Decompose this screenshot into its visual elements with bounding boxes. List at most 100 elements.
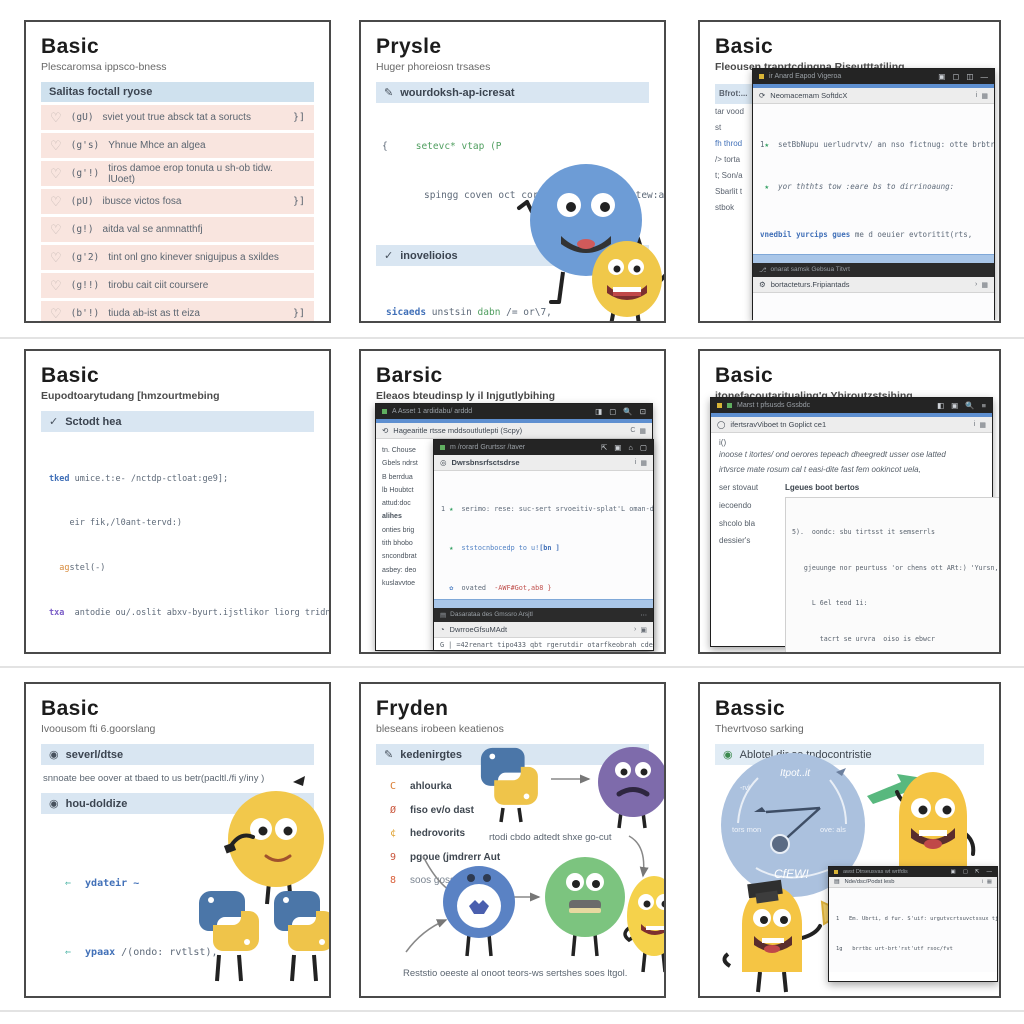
list-item[interactable]: ♡ (pU) ibusce victos fosa }] xyxy=(41,189,314,215)
heart-icon[interactable]: ♡ xyxy=(50,250,62,266)
maximize-icon[interactable]: ▢ xyxy=(952,72,960,81)
list-item[interactable]: ♡ (g's) Yhnue Mhce an algea xyxy=(41,133,314,159)
copy-icon[interactable]: ▣ xyxy=(614,443,622,452)
card-fryden: Fryden bleseans irobeen keatienos ✎ kede… xyxy=(359,682,666,998)
section-header-label: Sctodt hea xyxy=(65,415,122,428)
info-icon[interactable]: i xyxy=(981,879,983,885)
minimize-icon[interactable]: ▣ xyxy=(938,72,946,81)
code-editor-secondary[interactable]: ★ anoodbe, root fteds co altis d noont o… xyxy=(753,293,994,321)
list-item[interactable]: ♡ (g'!) tiros damoe erop tonuta u sh-ob … xyxy=(41,161,314,187)
heart-icon[interactable]: ♡ xyxy=(50,278,62,294)
toolbar-label: ifertsravViboet tn Goplict ce1 xyxy=(730,420,827,429)
grid-icon[interactable]: ▦ xyxy=(639,427,646,435)
grid-icon[interactable]: ▦ xyxy=(979,421,986,429)
code-badge: (g!) xyxy=(70,224,94,236)
list-item[interactable]: ♡ (g!!) tirobu cait ciit coursere xyxy=(41,273,314,299)
grid-icon[interactable]: ▦ xyxy=(981,92,988,100)
sidebar-item[interactable]: asbey: deo xyxy=(382,566,417,574)
chevron-icon[interactable]: › xyxy=(634,625,637,633)
window-toolbar-secondary: ◔ DwrroeGfsuMAdt › ▣ xyxy=(434,622,653,638)
info-icon[interactable]: i xyxy=(634,458,637,466)
heart-icon[interactable]: ♡ xyxy=(50,194,62,210)
home-icon[interactable]: ⌂ xyxy=(628,443,633,452)
more-icon[interactable]: ⋯ xyxy=(640,612,648,619)
section-header: ◉ severl/dtse xyxy=(41,744,314,766)
circle-icon[interactable]: ◯ xyxy=(717,420,726,429)
menu-icon[interactable]: ≡ xyxy=(981,401,986,410)
target-icon[interactable]: ◎ xyxy=(440,458,447,467)
search-icon[interactable]: 🔍 xyxy=(965,401,975,410)
sidebar-item[interactable]: kuslavvtoe xyxy=(382,579,416,587)
sidebar-item[interactable]: onties brig xyxy=(382,526,415,534)
clock-icon[interactable]: ◔ xyxy=(440,625,445,634)
heart-icon[interactable]: ♡ xyxy=(50,166,62,182)
maximize-icon[interactable]: ▢ xyxy=(962,869,968,875)
code-line: txa antodie ou/.oslit abxv-byurt.ijstlik… xyxy=(49,607,331,618)
list-item[interactable]: ♡ (g!) aitda val se anmnatthfj xyxy=(41,217,314,243)
sidebar-item[interactable]: tn. Chouse xyxy=(382,447,416,454)
yellow-mascot-illustration xyxy=(592,241,664,321)
sidebar-item[interactable]: attud:doc xyxy=(382,500,411,508)
sidebar-item[interactable]: lb Houbtct xyxy=(382,486,414,494)
card-title: Prysle xyxy=(376,35,442,58)
pin-icon[interactable]: ⇱ xyxy=(600,443,608,452)
yellow-blob-mascot-illustration xyxy=(623,876,664,973)
refresh-icon[interactable]: ⟳ xyxy=(759,91,766,100)
search-icon[interactable]: 🔍 xyxy=(623,407,633,416)
code-editor[interactable]: 1★ setBbNupu uerludrvtv/ an nso fictnug:… xyxy=(753,104,994,254)
list-item[interactable]: ♡ (g'2) tint onl gno kinever snigujpus a… xyxy=(41,245,314,271)
heart-icon[interactable]: ♡ xyxy=(50,138,62,154)
status-label: Dasarataa des Gmssro Arsjtl xyxy=(450,611,533,618)
list-item-label: tirobu cait ciit coursere xyxy=(108,280,209,292)
heart-icon[interactable]: ♡ xyxy=(50,110,62,126)
sidebar-item[interactable]: B berrdua xyxy=(382,473,413,481)
heart-icon[interactable]: ♡ xyxy=(50,306,62,322)
fragment-line: st xyxy=(715,123,722,132)
code-editor[interactable]: 1 Em. Ubrti, d fur. S'uif: urgutvcrtsuvc… xyxy=(829,888,997,972)
grid-icon[interactable]: ▦ xyxy=(986,879,992,885)
sidebar-item[interactable]: alihes xyxy=(382,513,402,521)
settings-icon[interactable]: ◫ xyxy=(966,72,974,81)
flow-arrows xyxy=(405,774,649,953)
pin-icon[interactable]: ⇱ xyxy=(974,869,980,875)
copy-icon[interactable]: ▣ xyxy=(951,401,959,410)
section-header-label: inovelioios xyxy=(400,249,458,262)
close-icon[interactable]: ▢ xyxy=(639,443,647,452)
close-icon[interactable]: ⊡ xyxy=(639,407,646,416)
grid-icon[interactable]: ▣ xyxy=(640,626,647,634)
grid-icon[interactable]: ▦ xyxy=(981,281,988,289)
heart-icon[interactable]: ♡ xyxy=(50,222,62,238)
grid-icon[interactable]: ▦ xyxy=(640,459,647,467)
split-icon[interactable]: ◧ xyxy=(937,401,945,410)
refresh-icon[interactable]: C xyxy=(630,426,636,434)
list-item[interactable]: ♡ (gU) sviet yout true absck tat a soruc… xyxy=(41,105,314,131)
section-header-label: wourdoksh-ap-icresat xyxy=(400,86,515,99)
code-line: 1 Em. Ubrti, d fur. S'uif: urgutvcrtsuvc… xyxy=(836,915,997,922)
file-icon[interactable]: ▤ xyxy=(834,879,840,885)
split-icon[interactable]: ◨ xyxy=(595,407,603,416)
sidebar-item[interactable]: tith bhobo xyxy=(382,540,413,548)
code-line: eir fik,/l0ant-tervd:) xyxy=(49,518,183,529)
info-icon[interactable]: i xyxy=(973,420,976,428)
close-icon[interactable]: — xyxy=(986,869,993,875)
maximize-icon[interactable]: ▢ xyxy=(609,407,617,416)
code-editor[interactable]: 1 ★ serimo: rese: suc-sert srvoeitiv-spl… xyxy=(434,471,653,599)
window-toolbar: ⟲ Hagearitle rtsse mddsoutlutlepti (Scpy… xyxy=(376,423,652,439)
code-line: vnedbil yurcips gues me d oeuier evtorit… xyxy=(760,230,973,239)
close-icon[interactable]: — xyxy=(980,72,989,81)
sidebar-item[interactable]: Gbels ndrst xyxy=(382,460,418,468)
target-icon: ◉ xyxy=(49,749,59,762)
code-badge: (pU) xyxy=(70,196,94,208)
code-badge: (g'!) xyxy=(70,168,100,180)
list-item[interactable]: ♡ (b'!) tiuda ab-ist as tt eiza }] xyxy=(41,301,314,322)
copy-icon[interactable]: ▣ xyxy=(950,869,956,875)
gauge-label: Itpot..it xyxy=(780,768,811,779)
app-icon xyxy=(759,74,764,79)
back-icon[interactable]: ⟲ xyxy=(382,426,389,435)
sidebar-item[interactable]: sncondbrat xyxy=(382,553,417,561)
list-item-label: Yhnue Mhce an algea xyxy=(108,140,206,152)
list-item: ¢ hedrovorits xyxy=(390,822,649,846)
info-icon[interactable]: i xyxy=(975,91,978,99)
chevron-right-icon[interactable]: › xyxy=(975,280,978,288)
gear-icon[interactable]: ⚙ xyxy=(759,280,766,289)
